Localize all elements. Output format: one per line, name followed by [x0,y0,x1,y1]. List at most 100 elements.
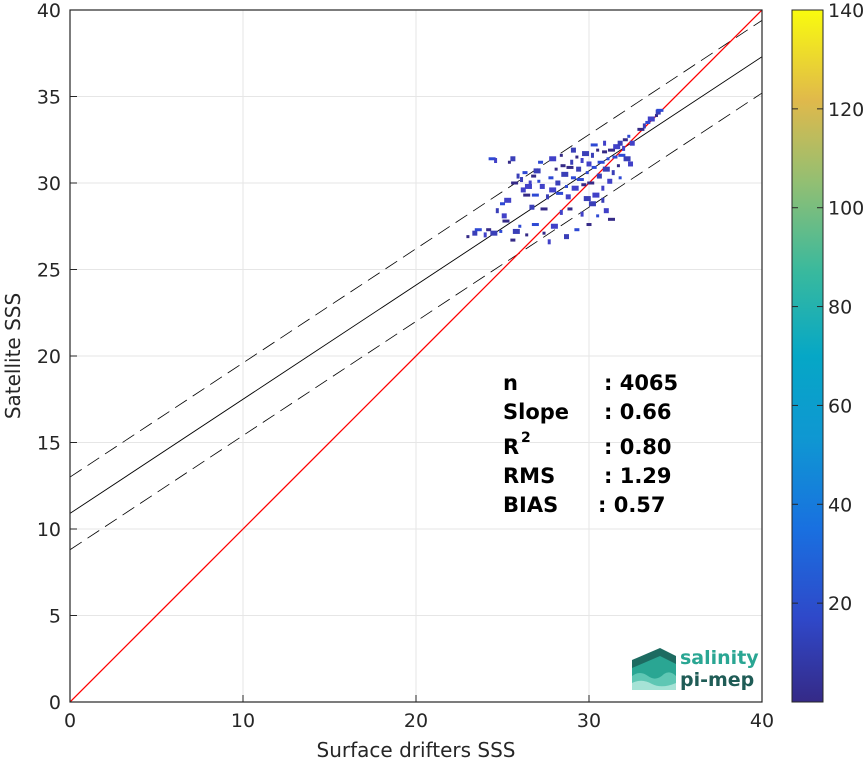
density-points [466,108,664,245]
colorbar-tick-label: 100 [828,198,864,220]
density-point [586,223,592,227]
density-point [550,223,558,229]
stats-label-r2: R [503,435,519,459]
x-tick-label: 10 [231,710,255,732]
density-point [580,211,584,217]
density-point [571,185,579,191]
density-point [570,147,576,153]
y-tick-label: 40 [37,0,61,22]
density-point [522,171,528,175]
density-point [472,230,478,236]
fit-line [70,56,762,514]
density-point [523,193,531,197]
density-point [603,208,609,214]
stats-value-rms: : 1.29 [604,464,672,488]
density-point [512,228,520,234]
density-point [524,183,532,189]
density-point [559,153,563,157]
density-point [567,207,573,211]
y-tick-label: 10 [37,519,61,541]
density-point [622,138,628,142]
density-point [520,187,526,193]
density-point [613,144,621,150]
density-point [547,239,551,245]
density-point [566,165,574,169]
density-point [531,174,537,178]
colorbar: 20 40 60 80 100 120 140 [791,0,864,703]
density-point [529,204,535,210]
density-point [486,228,492,232]
density-point [538,160,544,164]
density-point [576,178,584,182]
density-point [525,233,529,237]
density-point [494,158,498,164]
density-point [556,191,564,195]
density-point [510,156,516,162]
density-point [516,173,520,179]
density-point [549,187,557,193]
density-point [565,194,571,200]
density-point [591,165,597,169]
stats-label-bias: BIAS [503,493,558,517]
density-point [617,140,623,146]
density-point [575,155,579,159]
density-point [561,171,569,177]
density-point [537,179,541,183]
density-point [495,208,499,214]
density-point [501,213,507,219]
density-point [601,197,605,203]
stats-label-n: n [503,371,518,395]
density-point [500,202,505,206]
density-point [602,166,610,172]
x-tick-label: 30 [577,710,601,732]
y-tick-label: 20 [37,346,61,368]
density-point [588,201,596,207]
density-point [592,192,600,198]
density-point [656,108,664,112]
density-point [629,140,635,146]
stats-value-bias: : 0.57 [598,493,666,517]
y-axis-title: Satellite SSS [1,293,25,419]
density-point [590,143,598,147]
logo-text-pimep: pi-mep [680,669,754,691]
density-point [583,196,591,202]
density-point [548,176,554,180]
density-point [596,148,600,152]
density-point [531,193,539,197]
x-tick-label: 0 [64,710,76,732]
density-point [607,217,615,221]
density-point [574,228,580,232]
colorbar-gradient [792,10,823,702]
colorbar-tick-label: 60 [828,395,852,417]
stats-value-n: : 4065 [604,371,678,395]
density-point [540,207,548,211]
y-tick-label: 35 [37,87,61,109]
density-point [628,161,634,167]
wave-logo-icon [632,648,676,690]
density-point [647,116,655,122]
density-point [545,194,549,200]
density-point [483,232,487,238]
density-point [601,185,605,191]
density-point [603,140,607,146]
salinity-pimep-logo: salinity pi-mep [632,647,759,691]
density-point [580,158,584,164]
density-point [466,235,470,239]
density-point [570,159,574,165]
colorbar-frame [791,9,824,703]
density-point [587,181,595,185]
stats-label-slope: Slope [503,400,569,424]
density-point [488,157,496,161]
density-point [518,224,522,228]
colorbar-tick-label: 140 [828,0,864,22]
axis-ticks: 0 10 20 30 40 0 5 10 15 20 25 30 35 40 [37,0,774,732]
density-point [581,183,587,187]
logo-text-salinity: salinity [680,647,759,669]
density-point [531,223,539,227]
density-point [618,153,626,157]
density-point [642,123,646,129]
density-point [474,228,482,232]
density-point [607,148,615,152]
stats-label-r2-sup: 2 [521,430,531,446]
regression-lines [70,10,762,702]
